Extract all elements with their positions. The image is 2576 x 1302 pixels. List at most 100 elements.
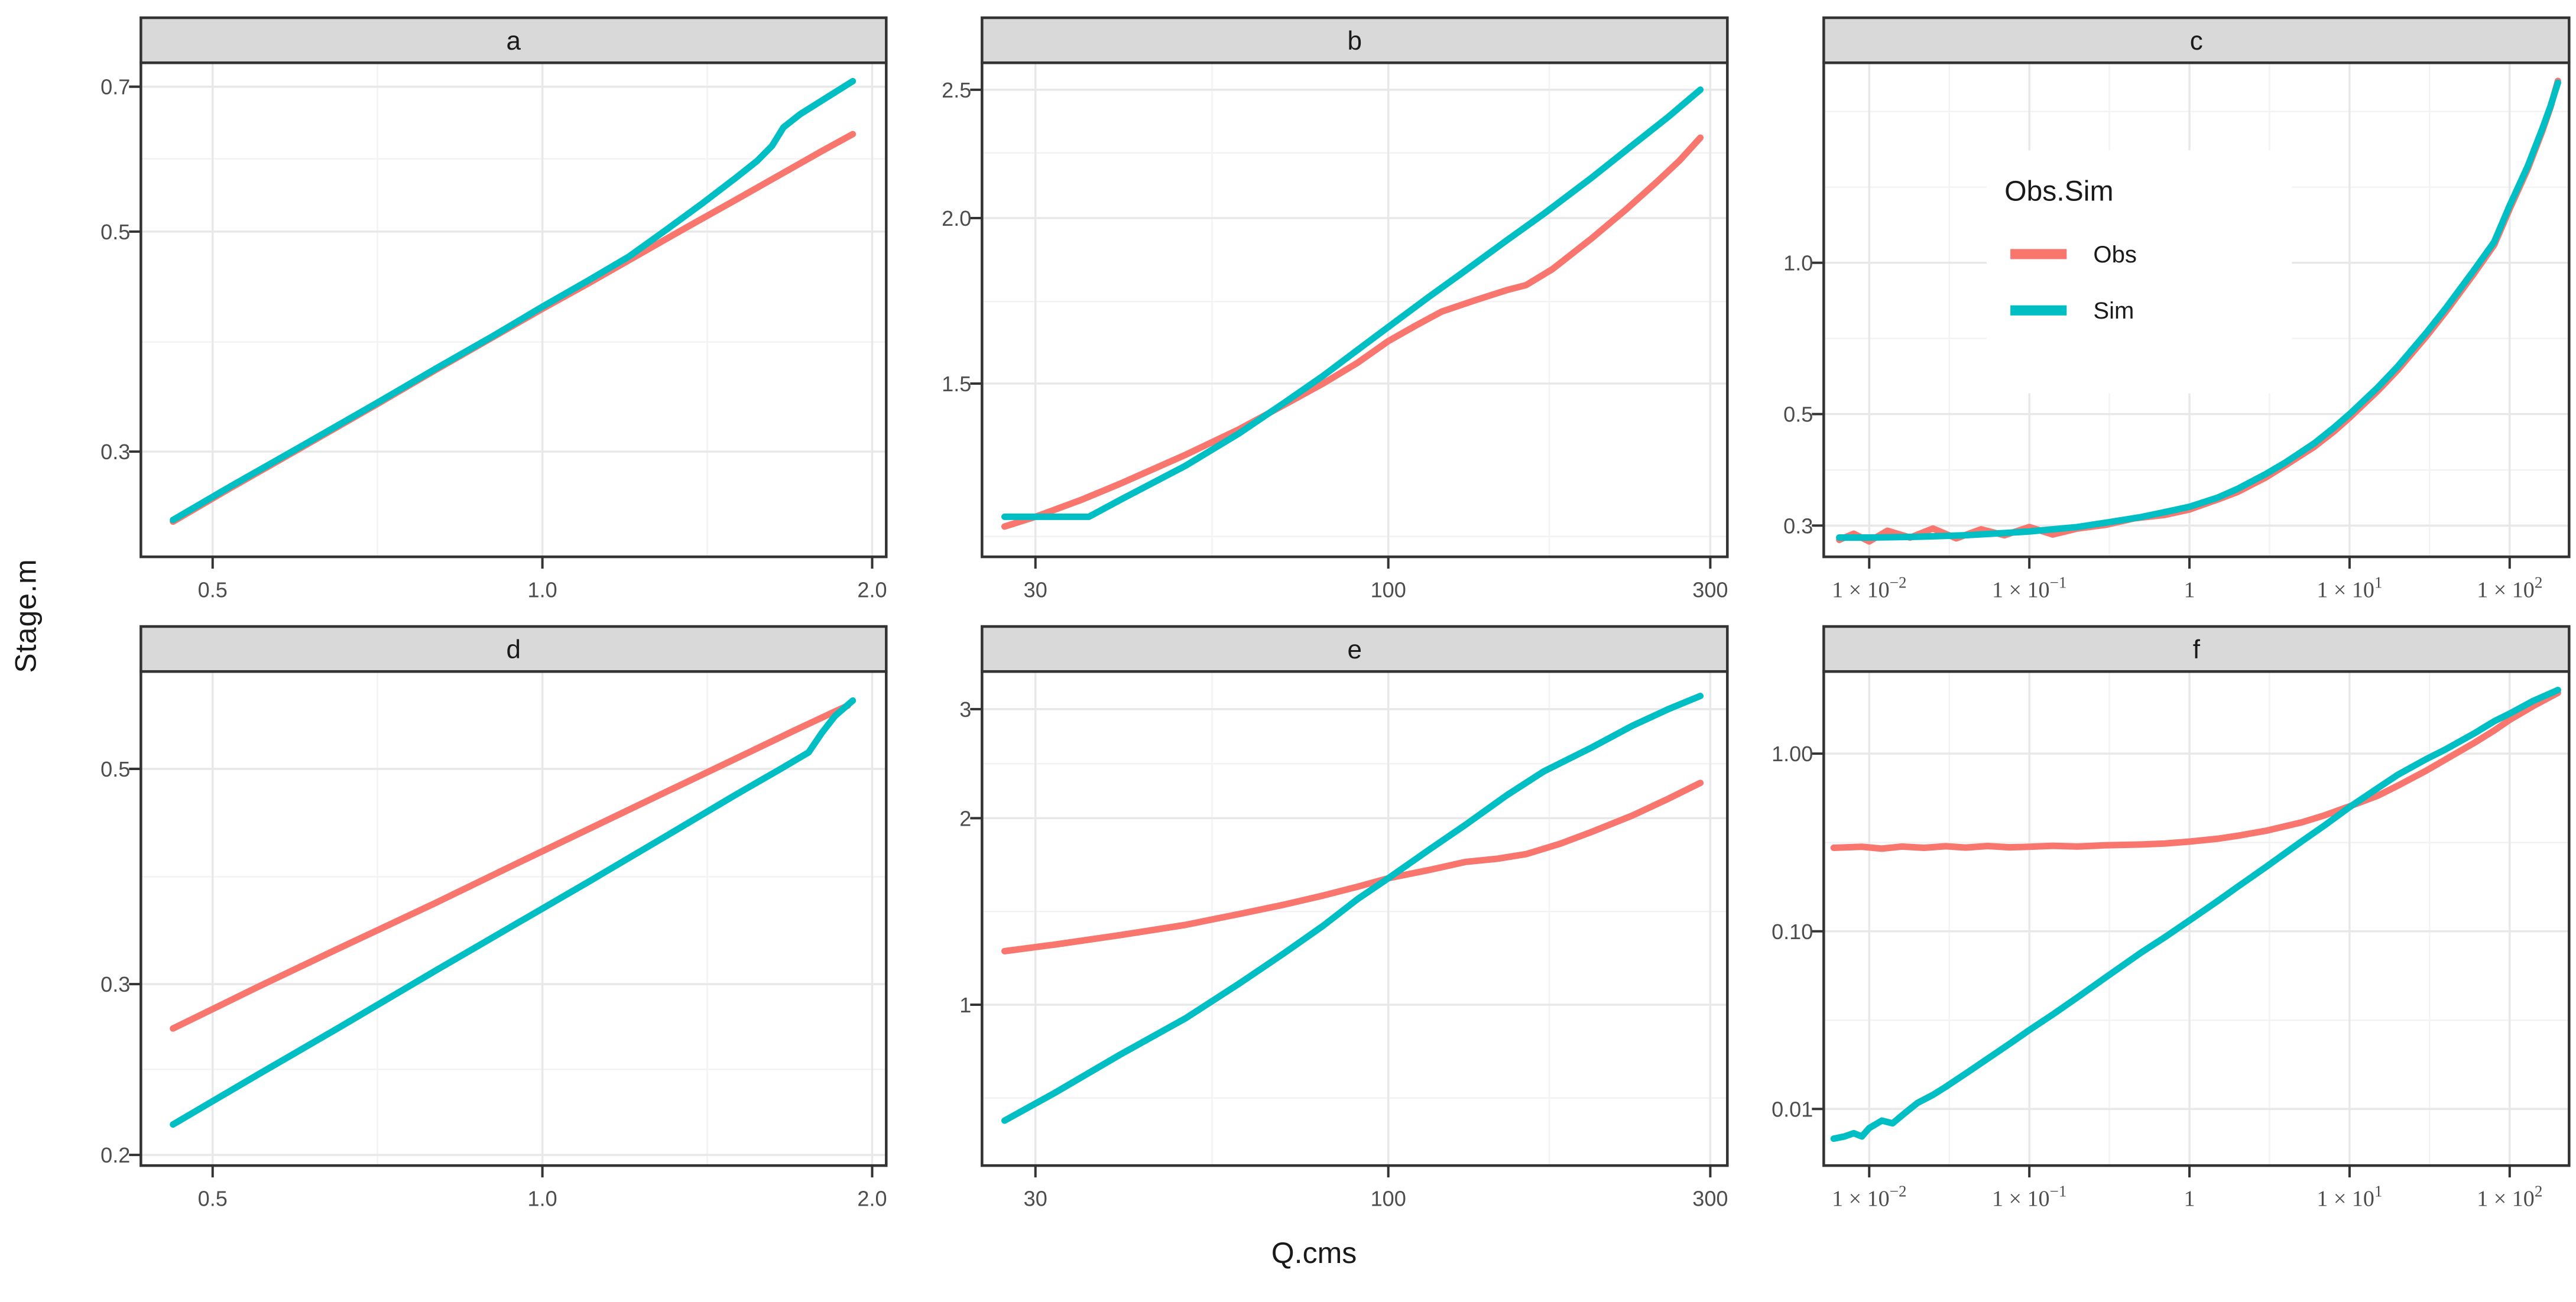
y-tick-label: 0.5 bbox=[100, 220, 130, 244]
axis-ticks bbox=[129, 768, 874, 1178]
x-tick-label: 1 × 101 bbox=[2317, 573, 2382, 602]
x-tick-label: 30 bbox=[1024, 1187, 1047, 1211]
facet-plot-b: b 2.5 2.0 1.5 30 100 300 bbox=[942, 16, 1729, 602]
panel-background bbox=[982, 671, 1728, 1166]
y-tick-label: 0.5 bbox=[1783, 402, 1813, 427]
facet-strip-label: b bbox=[1348, 27, 1362, 56]
facet-panel-c: Obs.Sim Obs Sim c 1.0 0.5 0.3 1 × 10−2 1 × 10−1 1… bbox=[1735, 14, 2576, 623]
legend-background bbox=[1986, 150, 2292, 394]
series-lines bbox=[1001, 693, 1704, 1124]
facet-plot-e: e 3 2 1 30 100 300 bbox=[960, 625, 1729, 1211]
x-tick-label: 1 × 102 bbox=[2477, 1183, 2542, 1212]
x-tick-label: 2.0 bbox=[857, 1187, 887, 1211]
gridlines-minor bbox=[141, 63, 887, 557]
x-tick-label: 30 bbox=[1024, 577, 1047, 602]
y-axis-title: Stage.m bbox=[0, 0, 52, 1232]
y-tick-label: 2.5 bbox=[942, 78, 971, 102]
gridlines-minor bbox=[982, 671, 1728, 1166]
axis-tick-labels: 0.5 0.3 0.2 0.5 1.0 2.0 bbox=[100, 757, 887, 1210]
axis-ticks bbox=[970, 88, 1712, 569]
x-tick-label: 1.0 bbox=[528, 1187, 557, 1211]
y-tick-label: 1.00 bbox=[1772, 742, 1813, 767]
y-tick-label: 0.01 bbox=[1772, 1098, 1813, 1122]
series-lines bbox=[170, 697, 856, 1128]
series-line-sim bbox=[1001, 86, 1704, 520]
axis-ticks bbox=[970, 708, 1712, 1178]
x-tick-label: 0.5 bbox=[198, 577, 228, 602]
axis-tick-labels: 1.00 0.10 0.01 1 × 10−2 1 × 10−1 1 1 × 101 1 × … bbox=[1772, 742, 2542, 1212]
gridlines-major bbox=[1824, 671, 2569, 1166]
series-lines bbox=[1830, 687, 2561, 1142]
axis-tick-labels: 0.7 0.5 0.3 0.5 1.0 2.0 bbox=[100, 75, 887, 602]
series-lines bbox=[1001, 86, 1704, 530]
facet-panel-a: a 0.7 0.5 0.3 0.5 1.0 2.0 bbox=[52, 14, 893, 623]
facet-grid: a 0.7 0.5 0.3 0.5 1.0 2.0 b 2.5 2.0 1.5 30 100 300 O… bbox=[52, 0, 2576, 1232]
facet-strip bbox=[1822, 16, 2571, 64]
facet-strip-label: f bbox=[2192, 636, 2200, 665]
x-tick-label: 1 bbox=[2184, 577, 2195, 602]
axis-ticks bbox=[1811, 752, 2511, 1178]
facet-plot-d: d 0.5 0.3 0.2 0.5 1.0 2.0 bbox=[100, 625, 888, 1211]
legend: Obs.Sim Obs Sim bbox=[1986, 150, 2292, 394]
series-line-obs bbox=[1830, 690, 2561, 852]
facet-strip bbox=[139, 16, 888, 64]
panel-background bbox=[141, 671, 887, 1166]
series-line-sim bbox=[170, 697, 856, 1128]
axis-ticks bbox=[129, 85, 874, 569]
facet-panel-f: f 1.00 0.10 0.01 1 × 10−2 1 × 10−1 1 1 × 101 1 ×… bbox=[1735, 623, 2576, 1232]
y-tick-label: 0.3 bbox=[100, 973, 130, 997]
gridlines-major bbox=[141, 671, 887, 1166]
series-line-obs bbox=[1001, 780, 1704, 955]
series-line-obs bbox=[1001, 134, 1704, 530]
facet-strip-label: c bbox=[2189, 27, 2202, 56]
y-tick-label: 0.10 bbox=[1772, 920, 1813, 944]
panel-background bbox=[982, 63, 1728, 557]
x-tick-label: 2.0 bbox=[857, 577, 887, 602]
y-tick-label: 1 bbox=[960, 993, 972, 1017]
gridlines-minor bbox=[141, 671, 887, 1166]
gridlines-major bbox=[982, 63, 1728, 557]
series-lines bbox=[170, 77, 856, 525]
facet-panel-b: b 2.5 2.0 1.5 30 100 300 bbox=[893, 14, 1734, 623]
series-line-sim bbox=[1835, 79, 2561, 541]
legend-title: Obs.Sim bbox=[2004, 176, 2113, 207]
series-line-obs bbox=[170, 702, 851, 1032]
x-tick-label: 1 bbox=[2184, 1187, 2195, 1212]
y-tick-label: 3 bbox=[960, 697, 972, 722]
x-axis-title: Q.cms bbox=[1271, 1236, 1357, 1269]
y-tick-label: 1.5 bbox=[942, 372, 971, 396]
panel-background bbox=[141, 63, 887, 557]
y-tick-label: 0.2 bbox=[100, 1144, 130, 1168]
x-tick-label: 1 × 10−2 bbox=[1832, 573, 1906, 602]
x-tick-label: 300 bbox=[1693, 577, 1728, 602]
y-tick-label: 1.0 bbox=[1783, 251, 1813, 275]
y-tick-label: 2 bbox=[960, 807, 972, 831]
facet-strip-label: d bbox=[507, 636, 521, 665]
series-line-sim bbox=[1830, 687, 2561, 1142]
facet-strip-label: e bbox=[1348, 636, 1362, 665]
series-lines bbox=[1835, 77, 2561, 545]
legend-label-obs: Obs bbox=[2093, 242, 2137, 268]
y-tick-label: 0.7 bbox=[100, 75, 130, 99]
legend-label-sim: Sim bbox=[2093, 298, 2134, 324]
facet-panel-e: e 3 2 1 30 100 300 bbox=[893, 623, 1734, 1232]
axis-ticks bbox=[1811, 261, 2511, 569]
x-tick-label: 0.5 bbox=[198, 1187, 228, 1211]
y-axis-title-text: Stage.m bbox=[9, 559, 43, 674]
gridlines-minor bbox=[982, 63, 1728, 557]
x-tick-label: 100 bbox=[1371, 1187, 1406, 1211]
y-tick-label: 0.3 bbox=[100, 440, 130, 464]
facet-panel-d: d 0.5 0.3 0.2 0.5 1.0 2.0 bbox=[52, 623, 893, 1232]
facet-strip-label: a bbox=[507, 27, 521, 56]
y-tick-label: 2.0 bbox=[942, 206, 971, 230]
gridlines-major bbox=[982, 671, 1728, 1166]
x-tick-label: 1 × 10−1 bbox=[1992, 1183, 2066, 1212]
facet-strip bbox=[981, 625, 1729, 673]
x-tick-label: 1.0 bbox=[528, 577, 557, 602]
axis-tick-labels: 3 2 1 30 100 300 bbox=[960, 697, 1728, 1210]
axis-tick-labels: 2.5 2.0 1.5 30 100 300 bbox=[942, 78, 1728, 602]
series-line-sim bbox=[170, 77, 856, 524]
facet-strip bbox=[1822, 625, 2571, 673]
